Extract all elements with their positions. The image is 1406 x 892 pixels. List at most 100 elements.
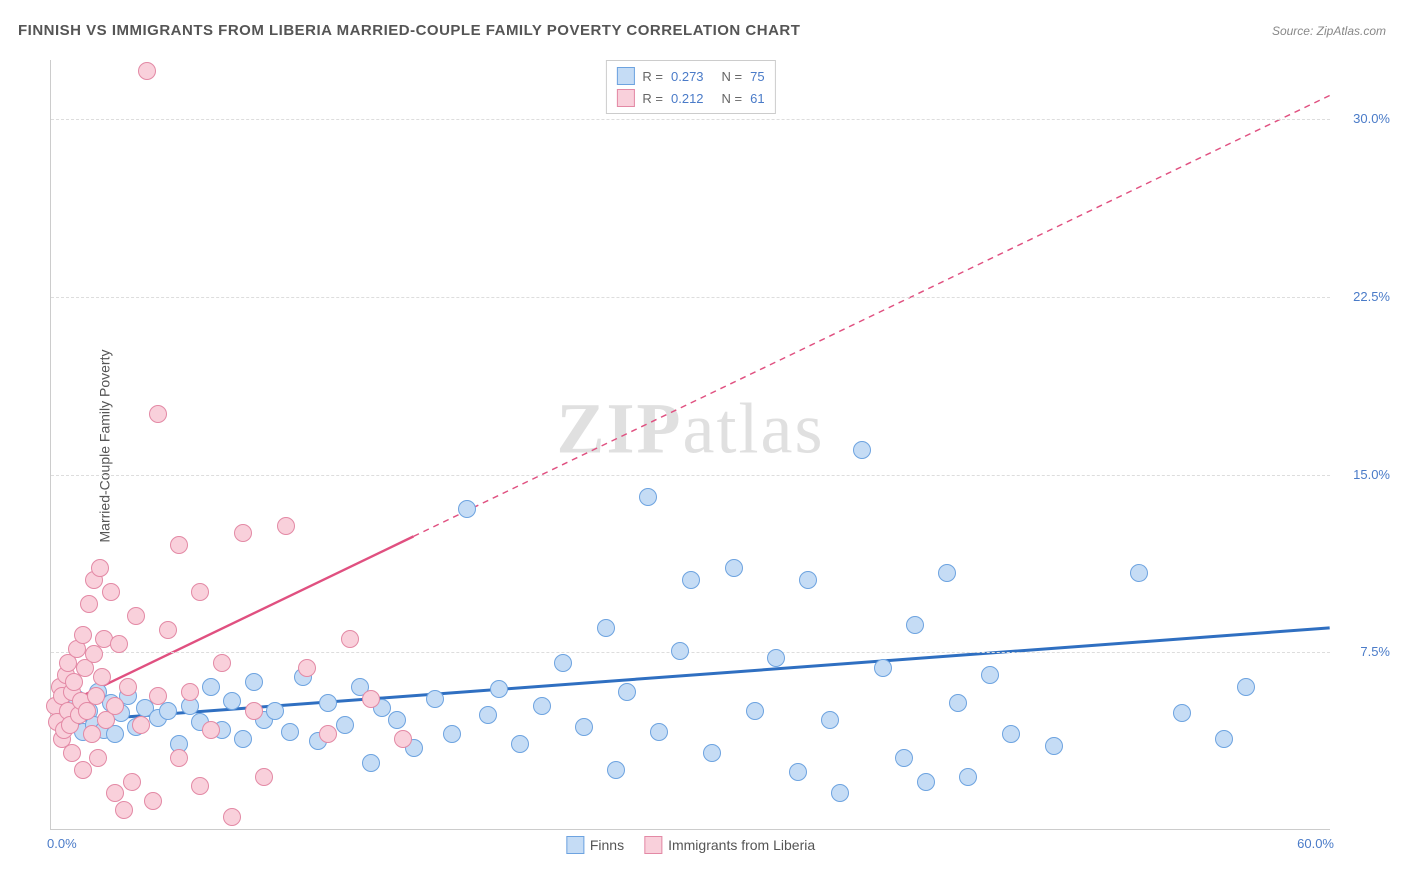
r-value: 0.212 (671, 91, 704, 106)
scatter-point (341, 630, 359, 648)
scatter-point (213, 654, 231, 672)
scatter-point (1215, 730, 1233, 748)
scatter-point (255, 768, 273, 786)
chart-title: FINNISH VS IMMIGRANTS FROM LIBERIA MARRI… (18, 22, 800, 39)
scatter-point (245, 702, 263, 720)
scatter-point (202, 678, 220, 696)
scatter-point (234, 524, 252, 542)
scatter-point (906, 616, 924, 634)
scatter-point (362, 690, 380, 708)
scatter-point (575, 718, 593, 736)
scatter-point (281, 723, 299, 741)
scatter-point (127, 607, 145, 625)
scatter-point (223, 692, 241, 710)
scatter-point (874, 659, 892, 677)
scatter-point (319, 694, 337, 712)
scatter-point (144, 792, 162, 810)
n-value: 75 (750, 69, 764, 84)
scatter-point (119, 678, 137, 696)
scatter-point (799, 571, 817, 589)
scatter-point (245, 673, 263, 691)
scatter-point (1045, 737, 1063, 755)
y-tick-label: 30.0% (1335, 111, 1390, 126)
scatter-point (149, 405, 167, 423)
scatter-point (170, 536, 188, 554)
gridline (51, 297, 1330, 298)
scatter-point (91, 559, 109, 577)
correlation-legend-row: R =0.273N =75 (616, 65, 764, 87)
scatter-point (170, 749, 188, 767)
scatter-point (671, 642, 689, 660)
scatter-point (443, 725, 461, 743)
series-legend-item: Immigrants from Liberia (644, 836, 815, 854)
scatter-point (533, 697, 551, 715)
x-axis-start-label: 0.0% (47, 836, 77, 851)
scatter-point (618, 683, 636, 701)
n-value: 61 (750, 91, 764, 106)
r-label: R = (642, 91, 663, 106)
chart-plot-area: ZIPatlas R =0.273N =75R =0.212N =61 Finn… (50, 60, 1330, 830)
scatter-point (949, 694, 967, 712)
scatter-point (650, 723, 668, 741)
scatter-point (106, 697, 124, 715)
series-legend: Finns Immigrants from Liberia (566, 836, 815, 854)
scatter-point (1130, 564, 1148, 582)
r-label: R = (642, 69, 663, 84)
scatter-point (746, 702, 764, 720)
trend-lines-layer (51, 60, 1330, 829)
scatter-point (102, 583, 120, 601)
legend-swatch (644, 836, 662, 854)
x-axis-end-label: 60.0% (1297, 836, 1334, 851)
scatter-point (607, 761, 625, 779)
scatter-point (234, 730, 252, 748)
scatter-point (895, 749, 913, 767)
gridline (51, 475, 1330, 476)
scatter-point (725, 559, 743, 577)
scatter-point (132, 716, 150, 734)
scatter-point (115, 801, 133, 819)
gridline (51, 119, 1330, 120)
legend-swatch (616, 67, 634, 85)
gridline (51, 652, 1330, 653)
scatter-point (1002, 725, 1020, 743)
y-tick-label: 7.5% (1335, 644, 1390, 659)
correlation-legend: R =0.273N =75R =0.212N =61 (605, 60, 775, 114)
scatter-point (336, 716, 354, 734)
scatter-point (458, 500, 476, 518)
series-name: Finns (590, 837, 624, 853)
scatter-point (80, 595, 98, 613)
scatter-point (682, 571, 700, 589)
scatter-point (789, 763, 807, 781)
scatter-point (202, 721, 220, 739)
scatter-point (959, 768, 977, 786)
scatter-point (831, 784, 849, 802)
scatter-point (106, 784, 124, 802)
scatter-point (767, 649, 785, 667)
scatter-point (63, 744, 81, 762)
scatter-point (853, 441, 871, 459)
scatter-point (938, 564, 956, 582)
scatter-point (639, 488, 657, 506)
scatter-point (490, 680, 508, 698)
scatter-point (821, 711, 839, 729)
scatter-point (159, 621, 177, 639)
scatter-point (362, 754, 380, 772)
series-name: Immigrants from Liberia (668, 837, 815, 853)
scatter-point (223, 808, 241, 826)
scatter-point (83, 725, 101, 743)
y-tick-label: 15.0% (1335, 467, 1390, 482)
series-legend-item: Finns (566, 836, 624, 854)
scatter-point (89, 749, 107, 767)
watermark: ZIPatlas (557, 388, 825, 471)
scatter-point (266, 702, 284, 720)
n-label: N = (722, 69, 743, 84)
scatter-point (87, 687, 105, 705)
watermark-zip: ZIP (557, 389, 683, 469)
scatter-point (138, 62, 156, 80)
scatter-point (511, 735, 529, 753)
scatter-point (388, 711, 406, 729)
scatter-point (1173, 704, 1191, 722)
scatter-point (93, 668, 111, 686)
n-label: N = (722, 91, 743, 106)
scatter-point (181, 683, 199, 701)
